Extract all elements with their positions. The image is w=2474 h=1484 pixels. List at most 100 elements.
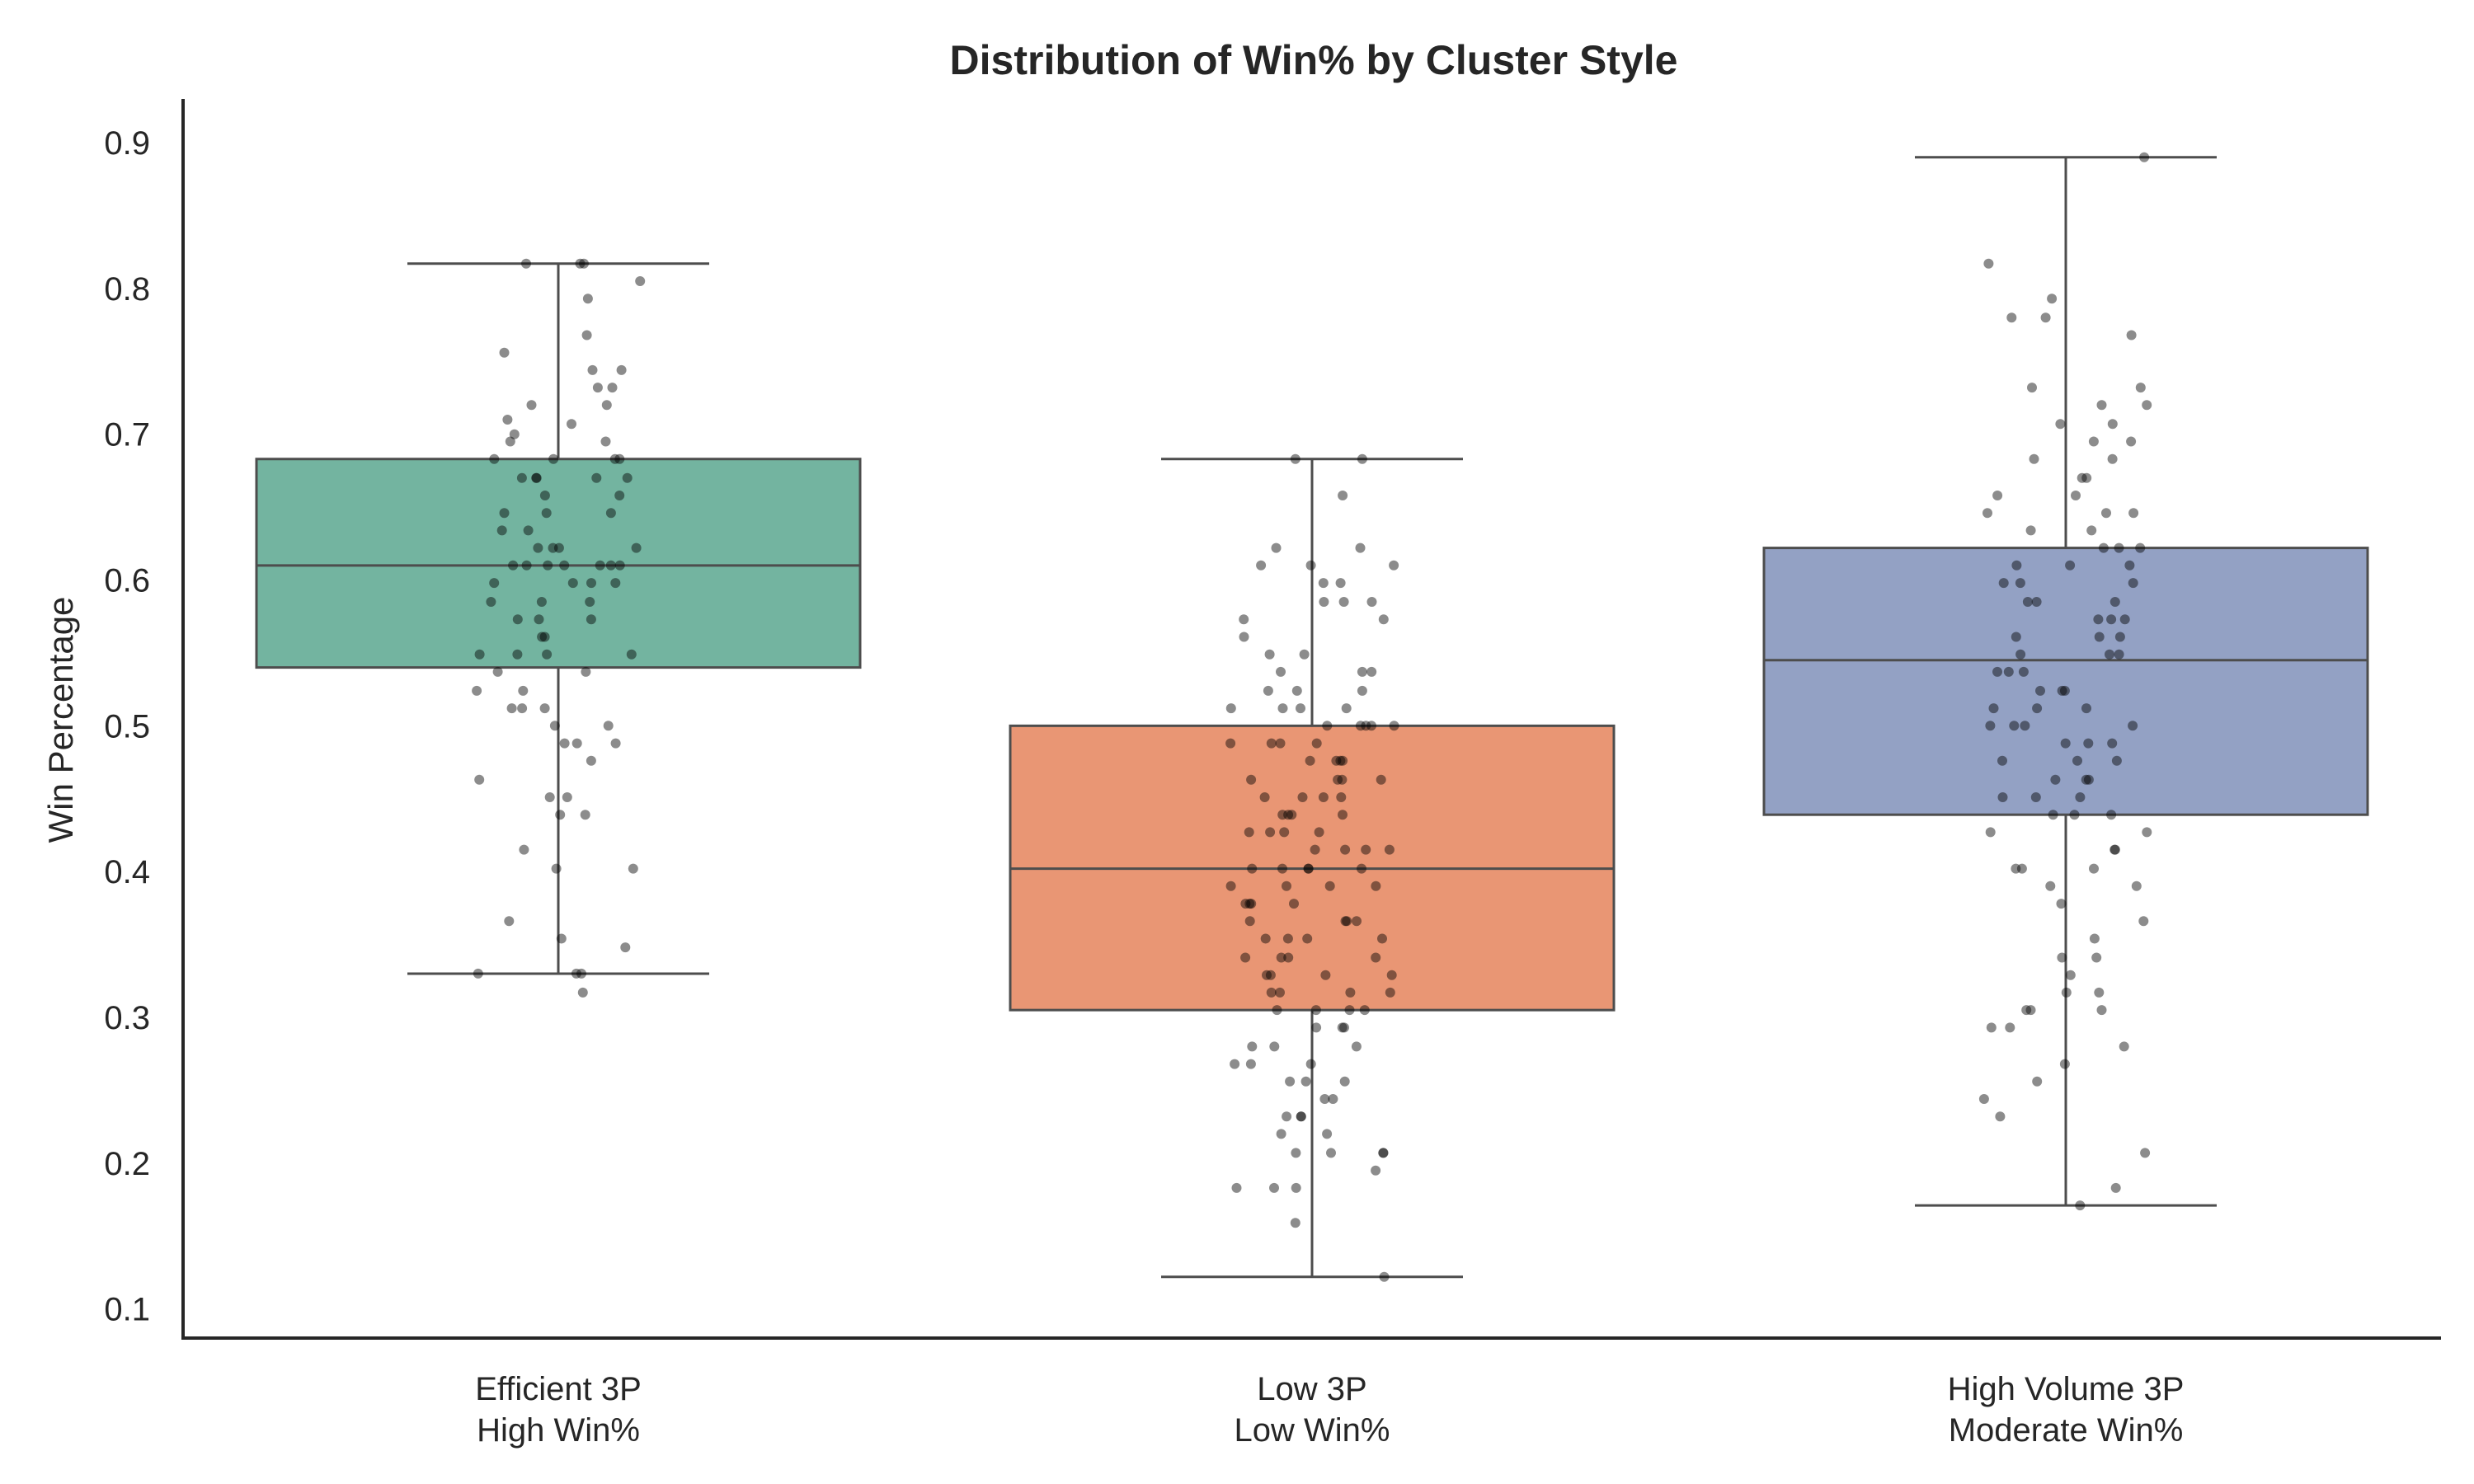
x-tick-labels: Efficient 3P High Win% Low 3P Low Win% High … <box>475 1371 2184 1449</box>
data-point <box>603 721 614 731</box>
data-point <box>1239 614 1249 625</box>
y-tick-label: 0.3 <box>104 1000 150 1036</box>
data-point <box>2110 1182 2121 1193</box>
y-tick-label: 0.6 <box>104 563 150 599</box>
data-point <box>1366 597 1377 607</box>
data-point <box>576 968 586 979</box>
data-point <box>585 597 595 607</box>
data-point <box>2135 542 2146 553</box>
data-point <box>1265 827 1276 838</box>
data-point <box>1272 1005 1282 1016</box>
data-point <box>1300 1076 1311 1087</box>
data-point <box>2139 152 2150 162</box>
data-point <box>2069 810 2080 820</box>
data-point <box>2011 560 2022 571</box>
data-point <box>2057 952 2067 963</box>
data-point <box>1357 685 1367 696</box>
data-point <box>1314 827 1324 838</box>
data-point <box>1276 952 1286 963</box>
data-point <box>474 774 485 785</box>
data-point <box>2119 614 2130 625</box>
data-point <box>2094 987 2105 998</box>
data-point <box>512 649 523 660</box>
data-point <box>2059 1059 2070 1069</box>
data-point <box>1342 916 1352 927</box>
data-point <box>2016 863 2027 874</box>
data-point <box>505 436 515 447</box>
data-point <box>581 330 592 340</box>
y-tick-labels: 0.1 0.2 0.3 0.4 0.5 0.6 0.7 0.8 0.9 <box>104 125 150 1328</box>
data-point <box>1282 1111 1292 1122</box>
data-point <box>1225 738 1236 749</box>
data-point <box>2091 952 2102 963</box>
data-point <box>2107 453 2118 464</box>
data-point <box>2083 774 2094 785</box>
data-point <box>2020 721 2030 731</box>
data-point <box>581 666 591 677</box>
data-point <box>591 472 602 483</box>
data-point <box>1275 987 1285 998</box>
box-group <box>1009 458 1616 1279</box>
data-point <box>2021 1005 2032 1016</box>
data-point <box>2096 400 2107 411</box>
data-point <box>2081 774 2091 785</box>
data-point <box>582 294 593 304</box>
data-point <box>2075 1200 2086 1211</box>
y-axis-label: Win Percentage <box>41 597 80 843</box>
data-point <box>616 364 627 375</box>
data-point <box>1355 542 1366 553</box>
data-point <box>580 810 590 820</box>
data-point <box>489 453 500 464</box>
data-point <box>571 738 582 749</box>
data-point <box>555 810 566 820</box>
data-point <box>2005 1022 2015 1033</box>
data-point <box>1326 1148 1336 1158</box>
data-point <box>531 472 542 483</box>
data-point <box>1338 491 1348 500</box>
data-point <box>2140 1148 2151 1158</box>
data-point <box>543 560 553 571</box>
data-point <box>620 942 631 953</box>
data-point <box>1240 952 1251 963</box>
data-point <box>512 614 523 625</box>
data-point <box>502 415 513 425</box>
data-point <box>1276 1129 1286 1139</box>
data-point <box>605 560 616 571</box>
data-point <box>1320 970 1331 980</box>
data-point <box>2025 1005 2036 1016</box>
data-point <box>2050 774 2061 785</box>
x-tick-label: Moderate Win% <box>1949 1412 2184 1449</box>
data-point <box>521 258 531 269</box>
data-point <box>1357 863 1366 874</box>
data-point <box>614 453 625 464</box>
data-point <box>553 542 564 553</box>
data-point <box>1324 881 1335 891</box>
data-point <box>1310 1005 1321 1016</box>
data-point <box>1339 1076 1350 1087</box>
data-point <box>2003 666 2014 677</box>
data-point <box>1231 1182 1242 1193</box>
data-point <box>2029 453 2039 464</box>
data-point <box>592 383 603 393</box>
data-point <box>1260 933 1271 944</box>
data-point <box>1266 738 1277 749</box>
data-point <box>526 400 537 411</box>
data-point <box>1275 738 1286 749</box>
data-point <box>579 258 589 269</box>
data-point <box>506 703 517 714</box>
data-point <box>2031 597 2042 607</box>
data-point <box>1245 1059 1256 1069</box>
data-point <box>1291 685 1302 696</box>
x-tick-label: Efficient 3P <box>475 1371 642 1407</box>
data-point <box>2027 383 2037 393</box>
data-point <box>1992 666 2002 677</box>
data-point <box>2142 400 2152 411</box>
data-point <box>474 649 485 660</box>
data-point <box>2128 508 2139 519</box>
data-point <box>1247 1041 1258 1052</box>
data-point <box>473 968 483 979</box>
data-point <box>2061 987 2072 998</box>
data-point <box>486 597 496 607</box>
data-point <box>1311 1022 1322 1033</box>
